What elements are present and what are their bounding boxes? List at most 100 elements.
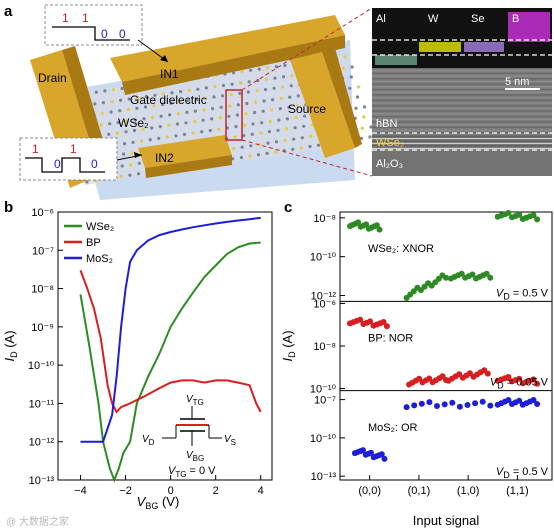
lattice-atom bbox=[211, 107, 215, 111]
lattice-atom bbox=[236, 103, 240, 107]
y-tick-label: 10⁻¹³ bbox=[311, 471, 337, 483]
lattice-atom bbox=[202, 108, 206, 112]
x-tick-label: (0,0) bbox=[358, 485, 381, 497]
lattice-atom bbox=[266, 141, 270, 145]
panel-b-inset-schematic: VTG VD VS VBG VTG = 0 V bbox=[142, 394, 236, 479]
lattice-atom bbox=[148, 138, 152, 142]
lattice-atom bbox=[229, 92, 233, 97]
lattice-atom bbox=[136, 172, 141, 176]
lattice-atom bbox=[186, 99, 190, 103]
data-point bbox=[403, 404, 410, 411]
panel-a: a Drain IN1 Source IN bbox=[4, 3, 552, 200]
data-point bbox=[516, 397, 523, 404]
callout-box bbox=[225, 89, 243, 141]
x-tick-label: 0 bbox=[168, 485, 174, 497]
data-point bbox=[355, 219, 362, 226]
lattice-atom bbox=[290, 74, 294, 78]
x-tick-label: (1,0) bbox=[457, 485, 480, 497]
lattice-atom bbox=[255, 89, 259, 93]
lattice-atom bbox=[221, 94, 225, 98]
gate-dielectric-label: Gate dielectric bbox=[130, 93, 207, 107]
bit-top-1: 1 bbox=[82, 11, 89, 25]
lattice-atom bbox=[203, 96, 208, 100]
lattice-atom bbox=[217, 127, 221, 131]
lattice-atom bbox=[283, 138, 287, 142]
input-waveform-bottom: 1 0 1 0 bbox=[19, 137, 143, 181]
lattice-atom bbox=[249, 68, 253, 72]
panel-b-y-axis-label: ID (A) bbox=[2, 330, 19, 361]
x-tick-label: 4 bbox=[258, 485, 264, 497]
lattice-atom bbox=[115, 131, 119, 135]
lattice-atom bbox=[292, 137, 296, 141]
lattice-atom bbox=[261, 109, 265, 113]
panel-c: c 10⁻⁸ 10⁻¹⁰ 10⁻¹² WSe₂: XNOR VD = 0.5 V 10⁻⁶… bbox=[280, 199, 553, 528]
lattice-atom bbox=[239, 81, 243, 85]
lattice-atom bbox=[363, 105, 367, 109]
lattice-atom bbox=[368, 135, 372, 139]
data-point bbox=[479, 398, 486, 405]
lattice-atom bbox=[283, 63, 287, 68]
lattice-atom bbox=[242, 134, 246, 138]
lattice-atom bbox=[235, 113, 239, 117]
panel-b-plot-area bbox=[57, 211, 273, 481]
y-tick-label: 10⁻¹¹ bbox=[29, 398, 55, 410]
lattice-atom bbox=[141, 127, 145, 131]
lattice-atom bbox=[262, 99, 266, 103]
lattice-atom bbox=[260, 121, 264, 125]
lattice-atom bbox=[85, 180, 89, 184]
lattice-atom bbox=[294, 115, 298, 120]
lattice-atom bbox=[316, 143, 321, 147]
lattice-atom bbox=[231, 71, 236, 75]
data-point bbox=[472, 400, 479, 407]
lattice-atom bbox=[268, 119, 272, 123]
data-point bbox=[458, 270, 465, 277]
lattice-atom bbox=[246, 90, 250, 94]
lattice-atom bbox=[208, 128, 212, 133]
lattice-atom bbox=[278, 107, 282, 111]
inset-left-label: VD bbox=[142, 434, 155, 447]
lattice-atom bbox=[274, 65, 278, 69]
data-point bbox=[434, 403, 440, 409]
lattice-atom bbox=[303, 114, 307, 118]
y-tick-label: 10⁻¹⁰ bbox=[310, 252, 337, 264]
lattice-atom bbox=[196, 87, 200, 91]
lattice-atom bbox=[131, 140, 135, 144]
callout-line-bottom bbox=[241, 139, 373, 177]
lattice-atom bbox=[238, 91, 242, 95]
lattice-atom bbox=[257, 67, 261, 71]
x-tick-label: 2 bbox=[213, 485, 219, 497]
lattice-atom bbox=[193, 119, 197, 124]
lattice-atom bbox=[233, 135, 237, 139]
lattice-atom bbox=[182, 132, 187, 136]
lattice-atom bbox=[124, 130, 128, 134]
y-tick-label: 10⁻⁷ bbox=[314, 395, 336, 407]
data-point bbox=[363, 221, 370, 228]
lattice-atom bbox=[142, 117, 146, 121]
lattice-atom bbox=[159, 114, 163, 118]
lattice-atom bbox=[360, 126, 364, 130]
y-tick-label: 10⁻⁸ bbox=[31, 284, 54, 296]
lattice-atom bbox=[281, 85, 285, 89]
lattice-atom bbox=[129, 163, 133, 167]
lattice-atom bbox=[170, 91, 174, 95]
lattice-atom bbox=[243, 123, 247, 127]
lattice-atom bbox=[204, 86, 208, 90]
lattice-atom bbox=[362, 115, 366, 119]
y-tick-label: 10⁻⁸ bbox=[313, 213, 336, 225]
lattice-atom bbox=[108, 122, 112, 126]
bit-top-2: 0 bbox=[101, 27, 108, 41]
lattice-atom bbox=[232, 146, 236, 151]
data-point bbox=[483, 270, 490, 277]
lattice-atom bbox=[354, 106, 358, 110]
callout-line-top bbox=[241, 7, 373, 91]
lattice-atom bbox=[213, 85, 217, 89]
data-point bbox=[411, 402, 418, 409]
inset-bottom-label: VBG bbox=[186, 450, 204, 463]
input-waveform-top: 1 1 0 0 bbox=[44, 4, 169, 63]
lattice-atom bbox=[107, 132, 111, 136]
series-line-0 bbox=[79, 241, 261, 483]
data-point bbox=[381, 455, 388, 462]
lattice-atom bbox=[250, 132, 254, 136]
data-point bbox=[469, 271, 476, 278]
eds-label-se: Se bbox=[471, 13, 484, 25]
